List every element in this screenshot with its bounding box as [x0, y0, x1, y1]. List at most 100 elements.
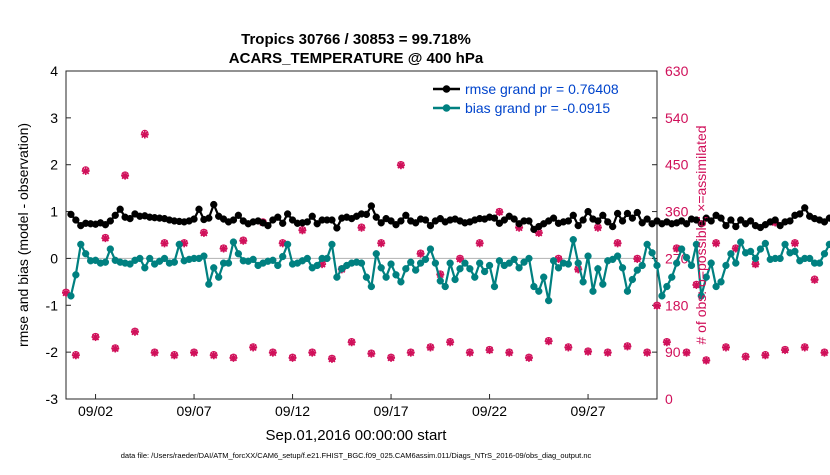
rmse-point	[525, 217, 533, 225]
obs-assimilated-marker	[820, 348, 829, 357]
bias-point	[618, 264, 627, 272]
bias-point	[825, 240, 830, 249]
bias-point	[781, 240, 789, 249]
rmse-point	[717, 214, 725, 222]
bias-point	[126, 260, 134, 268]
y-left-tick-label: 4	[50, 63, 58, 79]
bias-point	[722, 261, 730, 270]
x-tick-label: 09/22	[472, 403, 507, 419]
obs-assimilated-marker	[121, 171, 130, 180]
x-tick-label: 09/12	[275, 403, 310, 419]
rmse-point	[313, 220, 321, 228]
bias-point	[732, 259, 740, 267]
rmse-point	[274, 213, 282, 221]
bias-point	[416, 259, 425, 267]
bias-point	[791, 247, 799, 256]
obs-assimilated-marker	[130, 327, 139, 336]
plot-area: -3 -2 -1 0 1 2 3 4 0 90 180 270 360 450 540 630 09/02 09/…	[46, 63, 830, 419]
bias-point	[515, 264, 523, 272]
rmse-point	[490, 214, 499, 222]
obs-assimilated-marker	[298, 226, 307, 235]
bias-point	[82, 250, 90, 258]
bias-point	[756, 245, 765, 253]
bias-point	[599, 280, 607, 288]
data-file-footnote: data file: /Users/raeder/DAI/ATM_forcXX/…	[121, 451, 592, 460]
x-tick-label: 09/17	[374, 403, 409, 419]
obs-assimilated-marker	[456, 254, 464, 263]
bias-point	[820, 250, 829, 258]
rmse-point	[234, 211, 243, 219]
rmse-point	[692, 216, 701, 224]
bias-point	[653, 261, 661, 270]
rmse-point	[737, 216, 745, 224]
obs-assimilated-marker	[584, 347, 593, 356]
rmse-point	[367, 202, 376, 210]
rmse-point	[111, 211, 119, 219]
bias-point	[274, 261, 282, 270]
obs-assimilated-marker	[190, 348, 199, 357]
rmse-point	[599, 211, 607, 219]
obs-assimilated-marker	[761, 351, 770, 360]
bias-point	[490, 282, 499, 291]
obs-assimilated-marker	[416, 249, 425, 258]
obs-assimilated-marker	[682, 348, 691, 357]
obs-assimilated-marker	[268, 348, 277, 357]
obs-assimilated-marker	[603, 348, 612, 357]
rmse-point	[308, 212, 316, 220]
rmse-point	[633, 208, 641, 217]
legend-bias-label: bias grand pr = -0.0915	[465, 100, 610, 116]
y-right-tick-label: 360	[665, 204, 689, 220]
bias-point	[367, 282, 376, 291]
obs-assimilated-marker	[741, 352, 750, 361]
y-left-tick-label: 2	[50, 157, 58, 173]
bias-point	[505, 259, 513, 267]
obs-assimilated-marker	[347, 338, 356, 347]
obs-assimilated-marker	[475, 239, 484, 248]
rmse-point	[372, 213, 380, 221]
rmse-point	[697, 220, 705, 228]
obs-assimilated-marker	[653, 301, 661, 310]
bias-point	[249, 255, 257, 264]
y-left-tick-label: -2	[46, 344, 59, 360]
bias-point	[313, 261, 321, 270]
rmse-point	[333, 224, 341, 232]
obs-assimilated-marker	[781, 346, 790, 355]
bias-point	[776, 254, 784, 263]
chart-title-line1: Tropics 30766 / 30853 = 99.718%	[241, 31, 471, 48]
bias-point	[687, 261, 696, 270]
y-right-tick-label: 0	[665, 391, 673, 407]
bias-point	[643, 240, 651, 249]
rmse-point	[377, 219, 385, 227]
obs-assimilated-marker	[367, 349, 376, 358]
bias-point	[431, 259, 440, 267]
bias-point	[545, 296, 553, 305]
bias-point	[579, 278, 587, 286]
bias-point	[170, 258, 179, 266]
bias-point	[564, 260, 572, 268]
y-axis-label-right: # of obs: o=possible; ×=assimilated	[693, 125, 709, 344]
bias-point	[382, 273, 390, 281]
bias-point	[303, 254, 311, 263]
obs-assimilated-marker	[810, 275, 819, 284]
bias-point	[815, 259, 824, 267]
bias-point	[673, 259, 681, 267]
rmse-point	[210, 200, 218, 209]
obs-assimilated-marker	[524, 353, 533, 362]
obs-assimilated-marker	[643, 348, 652, 357]
bias-point	[697, 292, 705, 300]
rmse-point	[682, 220, 691, 228]
obs-assimilated-marker	[613, 239, 622, 248]
obs-assimilated-marker	[160, 239, 169, 248]
bias-point	[510, 255, 518, 264]
rmse-point	[549, 214, 558, 222]
y-right-tick-label: 450	[665, 157, 689, 173]
obs-assimilated-marker	[377, 239, 386, 248]
bias-point	[279, 252, 287, 261]
bias-point	[101, 258, 110, 266]
rmse-point	[623, 209, 632, 218]
rmse-point	[796, 210, 804, 218]
bias-point	[77, 240, 85, 249]
bias-point	[717, 278, 725, 286]
obs-assimilated-marker	[633, 254, 642, 263]
